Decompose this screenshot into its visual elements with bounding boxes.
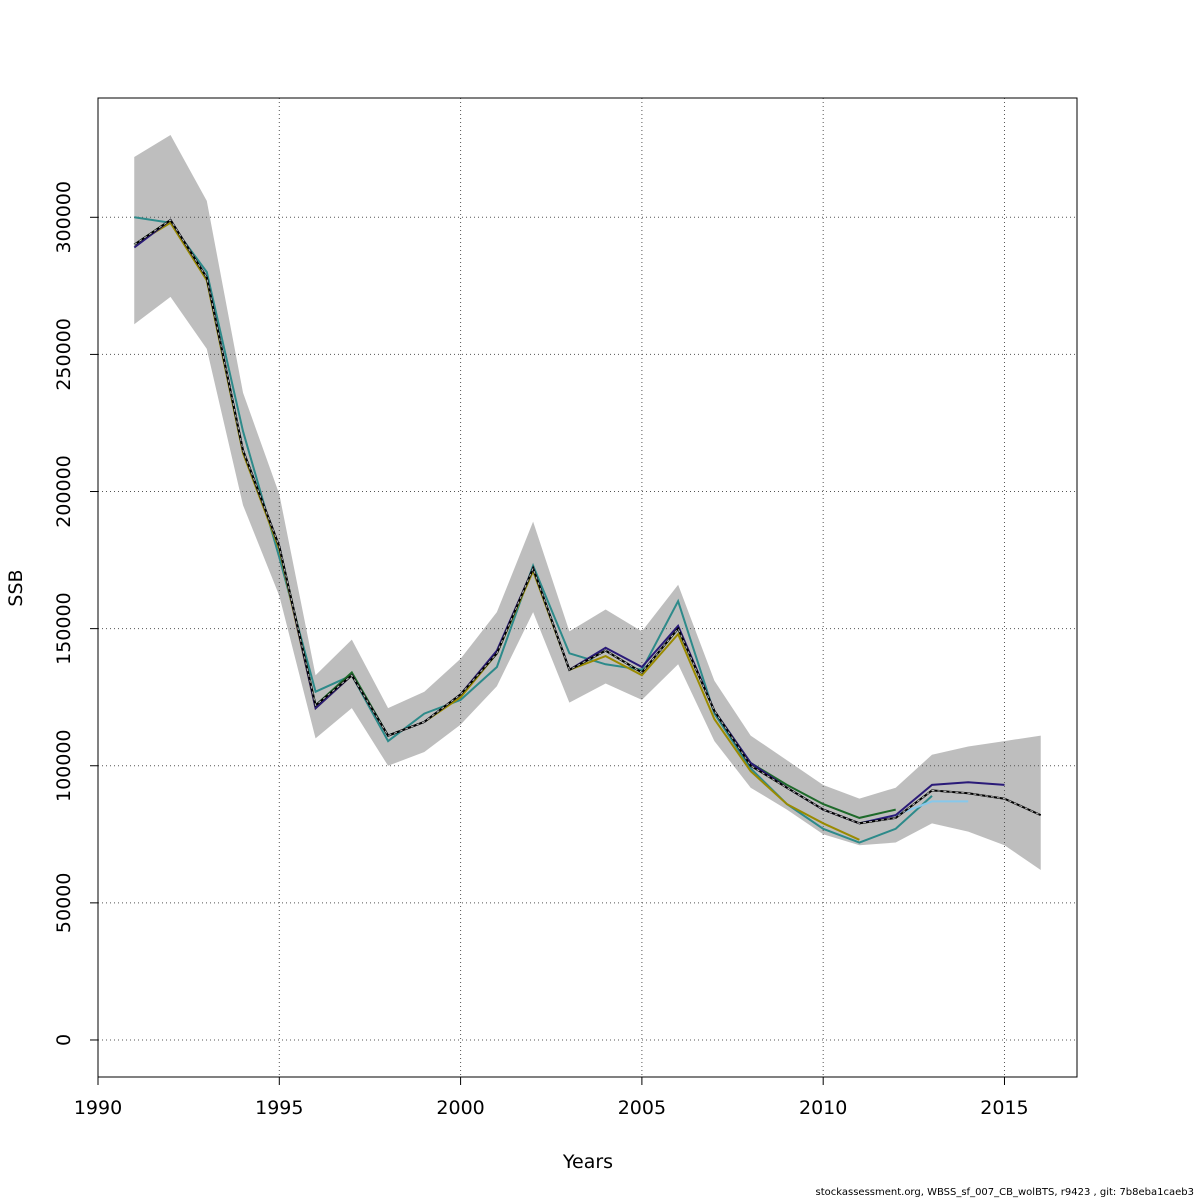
confidence-band — [134, 135, 1041, 870]
series-line-6 — [133, 218, 1042, 825]
x-tick-label: 2000 — [436, 1097, 484, 1119]
x-axis-title: Years — [562, 1151, 613, 1173]
x-tick-label: 2015 — [980, 1097, 1028, 1119]
series-line-6-dash — [134, 219, 1041, 824]
y-tick-label: 250000 — [53, 318, 75, 391]
grid-layer — [98, 98, 1077, 1077]
series-line-3 — [133, 218, 896, 819]
x-tick-label: 2010 — [799, 1097, 847, 1119]
y-tick-label: 0 — [53, 1034, 75, 1046]
series-layer — [133, 216, 1042, 844]
x-tick-label: 1990 — [74, 1097, 122, 1119]
footer-credit: stockassessment.org, WBSS_sf_007_CB_wolB… — [815, 1187, 1195, 1198]
x-tick-label: 2005 — [618, 1097, 666, 1119]
x-tick-label: 1995 — [255, 1097, 303, 1119]
y-tick-label: 150000 — [53, 592, 75, 665]
y-tick-label: 50000 — [53, 873, 75, 933]
y-tick-label: 300000 — [53, 181, 75, 254]
plot-frame — [97, 97, 1078, 1078]
y-axis-title: SSB — [5, 569, 27, 606]
y-tick-label: 200000 — [53, 455, 75, 528]
axis-layer: 1990 1995 2000 2005 2010 2015 0 50000 100000 1500… — [53, 181, 1029, 1119]
y-tick-label: 100000 — [53, 729, 75, 802]
confidence-band-layer — [134, 135, 1041, 870]
